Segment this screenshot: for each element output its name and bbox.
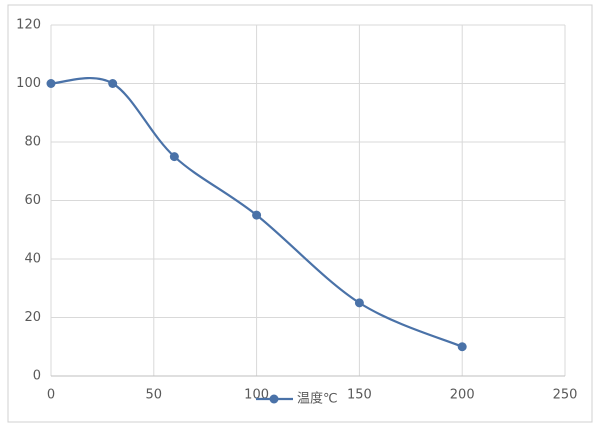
x-tick-label: 50	[146, 388, 163, 403]
y-tick-label: 40	[24, 252, 41, 267]
y-tick-label: 80	[24, 135, 41, 150]
data-point	[252, 210, 262, 220]
x-tick-label: 150	[347, 388, 372, 403]
y-tick-label: 0	[33, 369, 41, 384]
chart-border	[7, 4, 593, 423]
data-point	[169, 152, 179, 162]
x-tick-label: 0	[47, 388, 55, 403]
data-point	[457, 342, 467, 352]
data-point	[354, 298, 364, 308]
x-tick-label: 250	[553, 388, 578, 403]
y-tick-label: 20	[24, 310, 41, 325]
y-tick-label: 60	[24, 193, 41, 208]
data-point	[46, 79, 56, 88]
y-tick-label: 100	[16, 76, 41, 91]
x-tick-label: 200	[450, 388, 475, 403]
x-tick-label: 100	[244, 388, 269, 403]
y-tick-label: 120	[16, 18, 41, 33]
legend-marker	[269, 394, 279, 404]
legend-label: 温度℃	[297, 391, 338, 407]
data-point	[108, 79, 118, 88]
